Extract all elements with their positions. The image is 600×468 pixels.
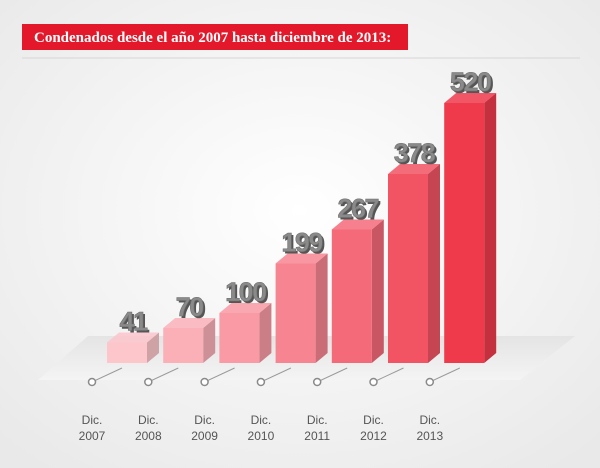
bar-top xyxy=(219,303,272,313)
connector xyxy=(91,367,123,383)
bar xyxy=(107,342,147,363)
bar-top xyxy=(163,318,216,328)
x-tick-label: Dic. 2012 xyxy=(360,413,387,443)
connector xyxy=(316,367,348,383)
connector-dot xyxy=(256,377,266,387)
value-label: 378 xyxy=(394,138,436,168)
connector-dot xyxy=(425,377,435,387)
connector-dot xyxy=(200,377,209,387)
x-tick-label: Dic. 2008 xyxy=(135,413,162,443)
bar-top xyxy=(388,164,440,174)
connector-dot xyxy=(312,377,322,387)
connector xyxy=(204,367,235,383)
value-label-shadow: 199 xyxy=(283,230,325,260)
connector-dot xyxy=(87,377,97,387)
x-tick-label-line: Dic. xyxy=(363,413,384,427)
value-label: 267 xyxy=(338,194,379,224)
x-tick-label-line: 2012 xyxy=(360,429,387,443)
bar xyxy=(388,174,428,363)
value-label-shadow: 267 xyxy=(340,196,381,226)
bar-top xyxy=(107,332,159,343)
value-label-shadow: 378 xyxy=(396,140,438,170)
bar-side xyxy=(484,93,497,363)
x-tick-label-line: 2010 xyxy=(248,429,275,443)
bar xyxy=(219,313,260,363)
x-tick-label-line: Dic. xyxy=(419,413,440,427)
bar-top xyxy=(275,253,328,264)
bar xyxy=(444,103,485,363)
bar-side xyxy=(371,219,384,363)
bar xyxy=(275,263,316,363)
x-tick-label-line: Dic. xyxy=(251,413,272,427)
x-tick-label-line: 2009 xyxy=(191,429,218,443)
value-label: 41 xyxy=(119,307,148,337)
value-label: 199 xyxy=(281,228,323,258)
connector xyxy=(429,367,461,383)
connector xyxy=(373,367,404,383)
value-label-shadow: 100 xyxy=(227,279,268,309)
connector-dot xyxy=(144,377,153,387)
x-tick-label: Dic. 2009 xyxy=(191,413,218,443)
x-tick-label-line: 2013 xyxy=(416,429,443,443)
x-tick-label: Dic. 2007 xyxy=(79,413,106,443)
x-tick-label-line: 2011 xyxy=(304,429,330,443)
bar xyxy=(331,229,372,363)
value-label-shadow: 520 xyxy=(452,69,493,99)
bar-side xyxy=(259,303,272,363)
x-tick-label: Dic. 2010 xyxy=(248,413,275,443)
bar-side xyxy=(315,253,328,363)
x-tick-label-line: 2008 xyxy=(135,429,162,443)
connector xyxy=(148,367,179,383)
x-tick-label-line: Dic. xyxy=(307,413,328,427)
value-label-shadow: 70 xyxy=(178,294,206,324)
bar-top xyxy=(444,93,497,103)
bar-side xyxy=(203,318,216,363)
connector xyxy=(260,367,292,383)
x-tick-label-line: 2007 xyxy=(79,429,106,443)
value-label: 520 xyxy=(450,67,491,97)
x-tick-label-line: Dic. xyxy=(194,413,215,427)
x-tick-label-line: Dic. xyxy=(138,413,159,427)
x-tick-label: Dic. 2013 xyxy=(416,413,443,443)
chart-title: Condenados desde el año 2007 hasta dicie… xyxy=(34,30,391,46)
bar xyxy=(163,328,204,363)
bar-side xyxy=(147,332,159,363)
value-label: 70 xyxy=(176,292,204,322)
connector-dot xyxy=(369,377,378,387)
bar-side xyxy=(428,164,440,363)
x-tick-label-line: Dic. xyxy=(82,413,103,427)
value-label-shadow: 41 xyxy=(121,309,150,339)
bar-top xyxy=(331,219,384,230)
x-tick-label: Dic. 2011 xyxy=(304,413,330,443)
title-band xyxy=(22,24,408,50)
value-label: 100 xyxy=(225,277,266,307)
